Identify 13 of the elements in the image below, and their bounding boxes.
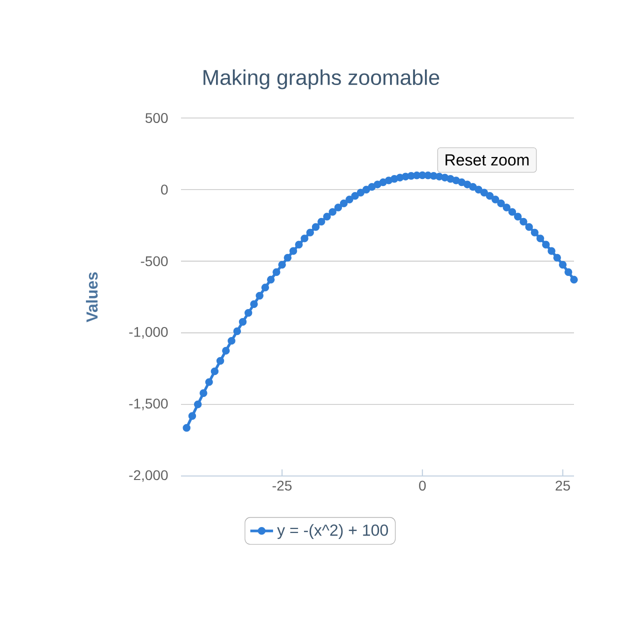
x-tick-label: 25 [556, 480, 570, 491]
y-tick-label: -1,000 [129, 327, 168, 339]
legend-label: y = -(x^2) + 100 [277, 524, 388, 540]
y-tick-label: 500 [145, 113, 168, 123]
chart-title: Making graphs zoomable [204, 69, 440, 90]
annotation: Reset zoom [446, 154, 529, 166]
x-tick-label: 0 [419, 480, 426, 491]
y-tick-label: -500 [140, 256, 168, 266]
y-tick-label: 0 [161, 184, 168, 195]
y-axis-title: Values [86, 272, 98, 322]
x-tick-label: -25 [272, 480, 292, 491]
y-tick-label: -1,500 [129, 398, 168, 410]
y-tick-label: -2,000 [129, 470, 168, 482]
